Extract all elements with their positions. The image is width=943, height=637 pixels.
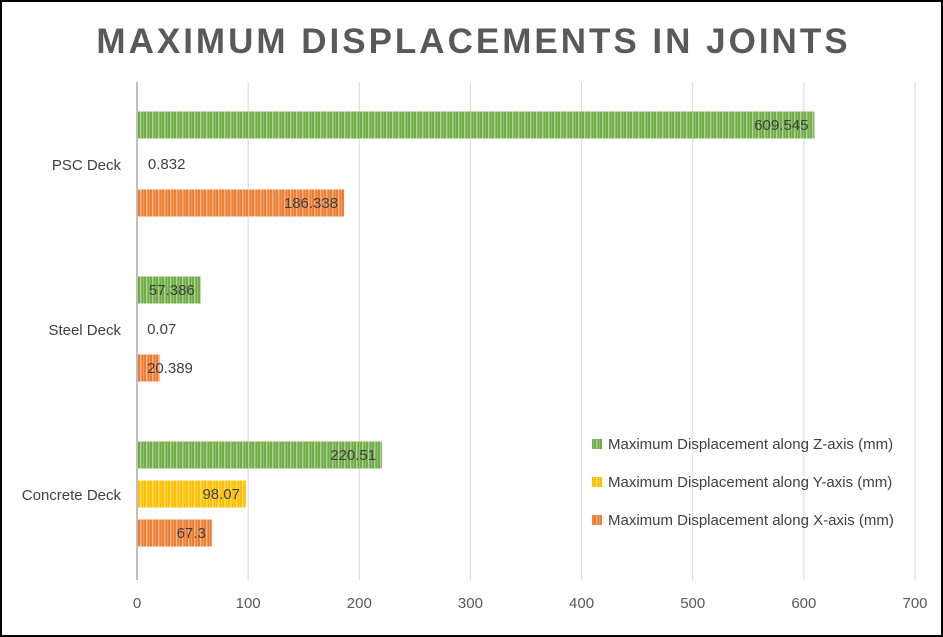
bar-concrete-deck-series-1: [137, 480, 246, 508]
x-tick-label: 300: [458, 595, 483, 612]
legend-swatch-0: [592, 439, 602, 449]
data-label: 186.338: [284, 195, 338, 212]
x-tick-label: 0: [133, 595, 141, 612]
data-label: 67.3: [177, 525, 206, 542]
x-tick-label: 200: [347, 595, 372, 612]
bar-psc-deck-series-0: [137, 111, 815, 139]
x-tick-label: 100: [236, 595, 261, 612]
category-label-concrete-deck: Concrete Deck: [22, 487, 122, 504]
x-tick-label: 600: [791, 595, 816, 612]
category-label-steel-deck: Steel Deck: [48, 322, 121, 339]
bar-concrete-deck-series-0: [137, 441, 383, 469]
bar-psc-deck-series-2: [137, 189, 345, 217]
legend-swatch-1: [592, 477, 602, 487]
x-tick-label: 700: [902, 595, 927, 612]
data-label: 57.386: [149, 282, 195, 299]
data-label: 220.51: [330, 447, 376, 464]
category-label-psc-deck: PSC Deck: [52, 157, 122, 174]
bar-steel-deck-series-0: [137, 276, 201, 304]
bar-concrete-deck-series-2: [137, 519, 212, 547]
data-label: 0.07: [147, 321, 176, 338]
legend-label-0: Maximum Displacement along Z-axis (mm): [608, 436, 893, 453]
legend-label-2: Maximum Displacement along X-axis (mm): [608, 512, 894, 529]
x-tick-label: 400: [569, 595, 594, 612]
legend-label-1: Maximum Displacement along Y-axis (mm): [608, 474, 892, 491]
legend-swatch-2: [592, 515, 602, 525]
x-tick-label: 500: [680, 595, 705, 612]
bar-steel-deck-series-2: [137, 354, 160, 382]
chart-title: MAXIMUM DISPLACEMENTS IN JOINTS: [96, 22, 851, 61]
data-label: 0.832: [148, 156, 186, 173]
data-label: 20.389: [147, 360, 193, 377]
data-label: 609.545: [754, 117, 808, 134]
data-label: 98.07: [202, 486, 240, 503]
